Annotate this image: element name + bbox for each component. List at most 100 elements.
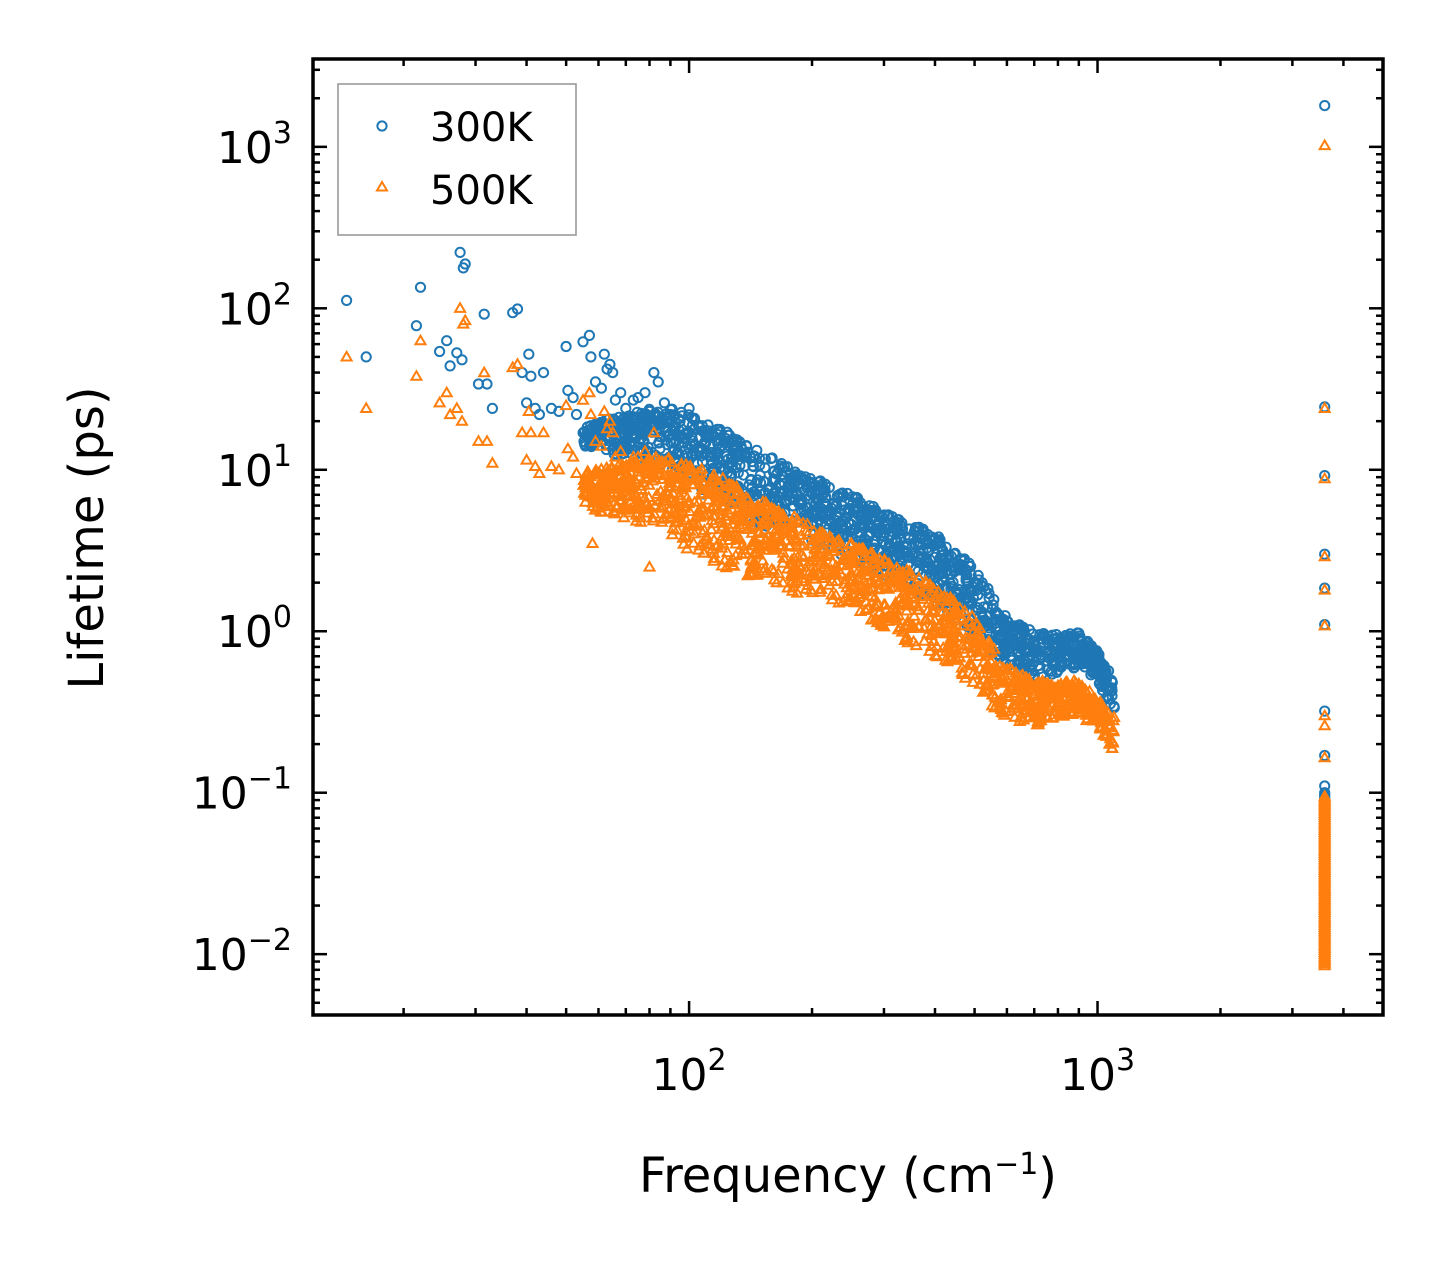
point-300k [434, 345, 446, 358]
point-300k [666, 415, 678, 427]
point-300k [1043, 631, 1055, 643]
point-300k [873, 522, 885, 534]
point-500k [582, 489, 596, 501]
point-500k [715, 519, 730, 532]
point-500k [955, 638, 970, 651]
point-300k [873, 515, 885, 527]
point-500k [725, 497, 739, 510]
point-300k [1041, 655, 1053, 667]
point-500k [559, 398, 573, 411]
point-500k [725, 517, 739, 529]
point-300k [918, 556, 930, 568]
point-500k [1027, 689, 1041, 701]
point-500k [480, 434, 494, 446]
point-500k [756, 494, 770, 507]
point-300k [360, 351, 372, 363]
point-500k [865, 555, 880, 567]
point-500k [611, 459, 625, 471]
point-500k [947, 620, 961, 633]
point-500k [813, 568, 828, 581]
point-300k [646, 433, 658, 445]
point-300k [667, 437, 680, 449]
point-300k [560, 340, 572, 353]
point-500k [939, 644, 954, 656]
point-500k [781, 580, 795, 593]
point-300k [790, 487, 802, 499]
point-300k [913, 537, 925, 549]
point-300k [991, 608, 1003, 620]
point-300k [1009, 621, 1021, 633]
point-500k [642, 462, 657, 475]
point-500k [733, 520, 747, 532]
point-500k [758, 522, 772, 535]
point-500k [597, 404, 612, 416]
point-500k [691, 465, 705, 478]
point-500k [748, 518, 763, 530]
point-500k [686, 536, 701, 548]
legend-box [337, 83, 577, 236]
point-500k [1036, 698, 1051, 710]
point-500k [956, 667, 970, 679]
point-300k [726, 450, 739, 462]
point-300k [832, 511, 844, 523]
point-500k [591, 466, 606, 478]
point-500k [670, 511, 685, 523]
x-tick-label: 103 [1060, 1043, 1135, 1101]
point-300k [686, 419, 699, 431]
y-tick-base: 10 [217, 607, 273, 658]
point-500k [964, 657, 979, 669]
point-500k [957, 618, 971, 631]
point-300k [1097, 673, 1109, 685]
point-500k [843, 537, 857, 550]
point-500k [776, 551, 791, 563]
point-500k [817, 528, 832, 541]
point-300k [562, 384, 574, 396]
point-500k [779, 533, 793, 546]
point-500k [707, 468, 721, 480]
point-500k [609, 501, 624, 513]
point-500k [993, 659, 1007, 671]
series-layer [339, 100, 1332, 971]
point-300k [667, 445, 680, 457]
point-300k [579, 438, 591, 450]
point-500k [595, 474, 610, 487]
point-300k [1001, 621, 1013, 633]
point-300k [585, 351, 597, 363]
point-500k [589, 482, 603, 494]
point-500k [1018, 671, 1033, 683]
point-300k [1029, 640, 1041, 652]
point-500k [600, 421, 614, 434]
point-300k [827, 498, 839, 510]
point-500k [661, 451, 676, 463]
point-300k [639, 387, 651, 399]
point-500k [691, 504, 706, 516]
point-500k [585, 536, 600, 548]
point-500k [732, 496, 746, 509]
point-500k [696, 546, 711, 558]
point-500k [704, 522, 719, 535]
point-500k [707, 546, 721, 559]
point-500k [866, 575, 881, 588]
point-500k [679, 513, 694, 525]
point-300k [577, 336, 589, 348]
point-500k [1078, 682, 1092, 695]
point-500k [536, 425, 551, 438]
point-500k [925, 603, 939, 616]
point-300k [607, 367, 619, 379]
point-500k [829, 588, 843, 600]
point-500k [909, 638, 923, 651]
point-500k [758, 561, 772, 574]
point-300k [414, 281, 427, 293]
point-300k [753, 452, 766, 464]
point-500k [1046, 710, 1060, 723]
point-500k [908, 582, 923, 595]
point-500k [636, 476, 651, 488]
point-300k [674, 415, 686, 427]
point-300k [831, 490, 844, 502]
point-500k [787, 509, 801, 522]
point-500k [900, 598, 915, 611]
point-500k [608, 450, 623, 462]
y-tick-label: 10−1 [192, 762, 292, 820]
plot-frame [311, 57, 1385, 1017]
point-500k [688, 519, 703, 531]
